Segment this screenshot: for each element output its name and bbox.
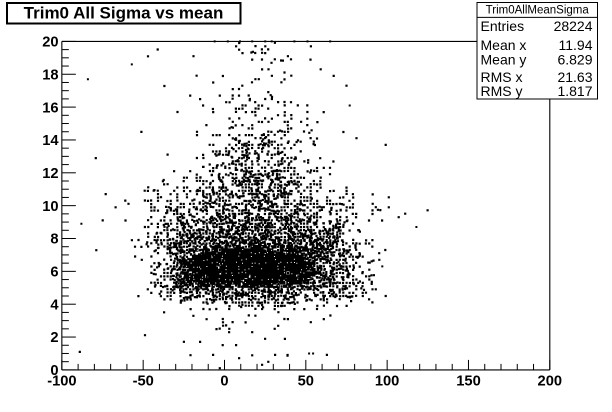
svg-text:100: 100 [375, 374, 400, 390]
svg-text:8: 8 [50, 232, 58, 248]
svg-text:150: 150 [456, 374, 481, 390]
svg-text:-100: -100 [47, 374, 76, 390]
svg-text:1.817: 1.817 [557, 83, 592, 99]
svg-text:4: 4 [50, 297, 59, 313]
svg-text:RMS x: RMS x [481, 69, 523, 85]
svg-text:RMS y: RMS y [481, 83, 523, 99]
svg-text:6: 6 [50, 265, 58, 281]
svg-text:-50: -50 [133, 374, 154, 390]
svg-text:21.63: 21.63 [557, 69, 592, 85]
svg-text:11.94: 11.94 [559, 37, 593, 53]
svg-text:12: 12 [42, 166, 58, 182]
svg-text:28224: 28224 [554, 18, 593, 34]
svg-text:10: 10 [42, 199, 58, 215]
svg-text:18: 18 [42, 67, 58, 83]
svg-text:Mean y: Mean y [481, 51, 527, 67]
svg-text:6.829: 6.829 [557, 51, 592, 67]
svg-text:Mean x: Mean x [481, 37, 527, 53]
svg-text:Trim0 All Sigma vs mean: Trim0 All Sigma vs mean [24, 4, 224, 23]
svg-text:Entries: Entries [481, 18, 525, 34]
svg-text:50: 50 [298, 374, 314, 390]
svg-text:0: 0 [50, 363, 58, 379]
svg-text:16: 16 [42, 100, 58, 116]
svg-text:14: 14 [42, 133, 59, 149]
svg-text:0: 0 [220, 374, 228, 390]
svg-text:2: 2 [50, 330, 58, 346]
svg-text:20: 20 [42, 35, 58, 51]
svg-text:200: 200 [538, 374, 563, 390]
svg-text:Trim0AllMeanSigma: Trim0AllMeanSigma [486, 4, 590, 16]
